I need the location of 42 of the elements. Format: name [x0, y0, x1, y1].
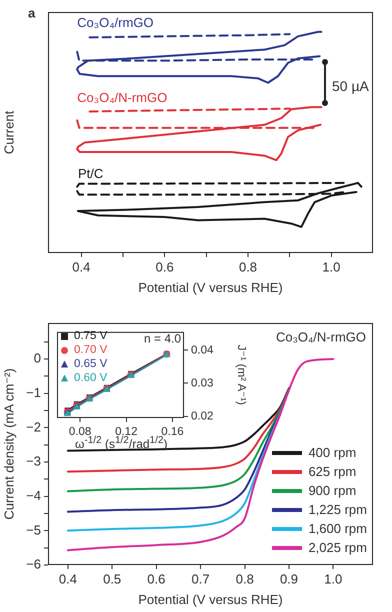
y-tick-label: −3 [26, 454, 41, 469]
text: a [28, 6, 36, 21]
x-tick-label: 0.6 [147, 571, 166, 586]
x-tick-label: 1.0 [322, 259, 340, 274]
y-tick-label: 0.02 [191, 410, 214, 423]
legend-label: 1,600 rpm [308, 520, 367, 538]
x-tick-label: 0.8 [238, 259, 258, 274]
x-tick-label: 0.8 [236, 571, 254, 586]
y-tick-label: 0 [34, 350, 41, 366]
legend-label: 900 rpm [308, 482, 356, 500]
x-tick-label: 0.4 [58, 571, 77, 586]
x-axis-title: Potential (V versus RHE) [138, 592, 283, 607]
text: Pt/C [78, 166, 104, 181]
legend-label: 400 rpm [308, 444, 356, 462]
legend-label: 0.65 V [74, 357, 108, 371]
x-tick-label: 0.4 [72, 259, 90, 274]
y-tick-label: 0.03 [191, 377, 214, 390]
x-tick-label: 0.6 [156, 259, 174, 274]
y-axis-title: Current [1, 110, 16, 154]
y-axis-title: J⁻¹ (m² A⁻¹) [234, 344, 247, 406]
y-tick-label: −5 [26, 522, 41, 538]
x-tick-label: 0.9 [280, 571, 298, 586]
annotation: 50 µA [332, 78, 370, 94]
legend-label: 0.70 V [74, 343, 108, 357]
x-tick-label: 1.0 [324, 571, 342, 586]
y-tick-label: −1 [26, 384, 41, 400]
x-axis-title: Potential (V versus RHE) [138, 280, 283, 295]
y-axis-title: Current density (mA cm⁻²) [1, 368, 16, 520]
legend-label: 1,225 rpm [308, 501, 367, 519]
y-tick-label: −4 [26, 488, 41, 503]
x-tick-label: 0.5 [103, 571, 122, 586]
y-tick-label: −6 [26, 556, 41, 572]
annotation: Co₃O₄/N-rmGO [276, 330, 366, 345]
text: Co₃O₄/N-rmGO [77, 90, 168, 106]
x-tick-label: 0.7 [192, 571, 210, 586]
y-tick-label: 0.04 [191, 344, 214, 356]
legend-label: 625 rpm [308, 463, 356, 481]
legend-label: 2,025 rpm [308, 539, 367, 557]
y-tick-label: −2 [26, 419, 41, 434]
legend-label: 0.60 V [74, 371, 108, 385]
text: Co₃O₄/rmGO [77, 14, 154, 30]
annotation: n = 4.0 [144, 331, 182, 346]
